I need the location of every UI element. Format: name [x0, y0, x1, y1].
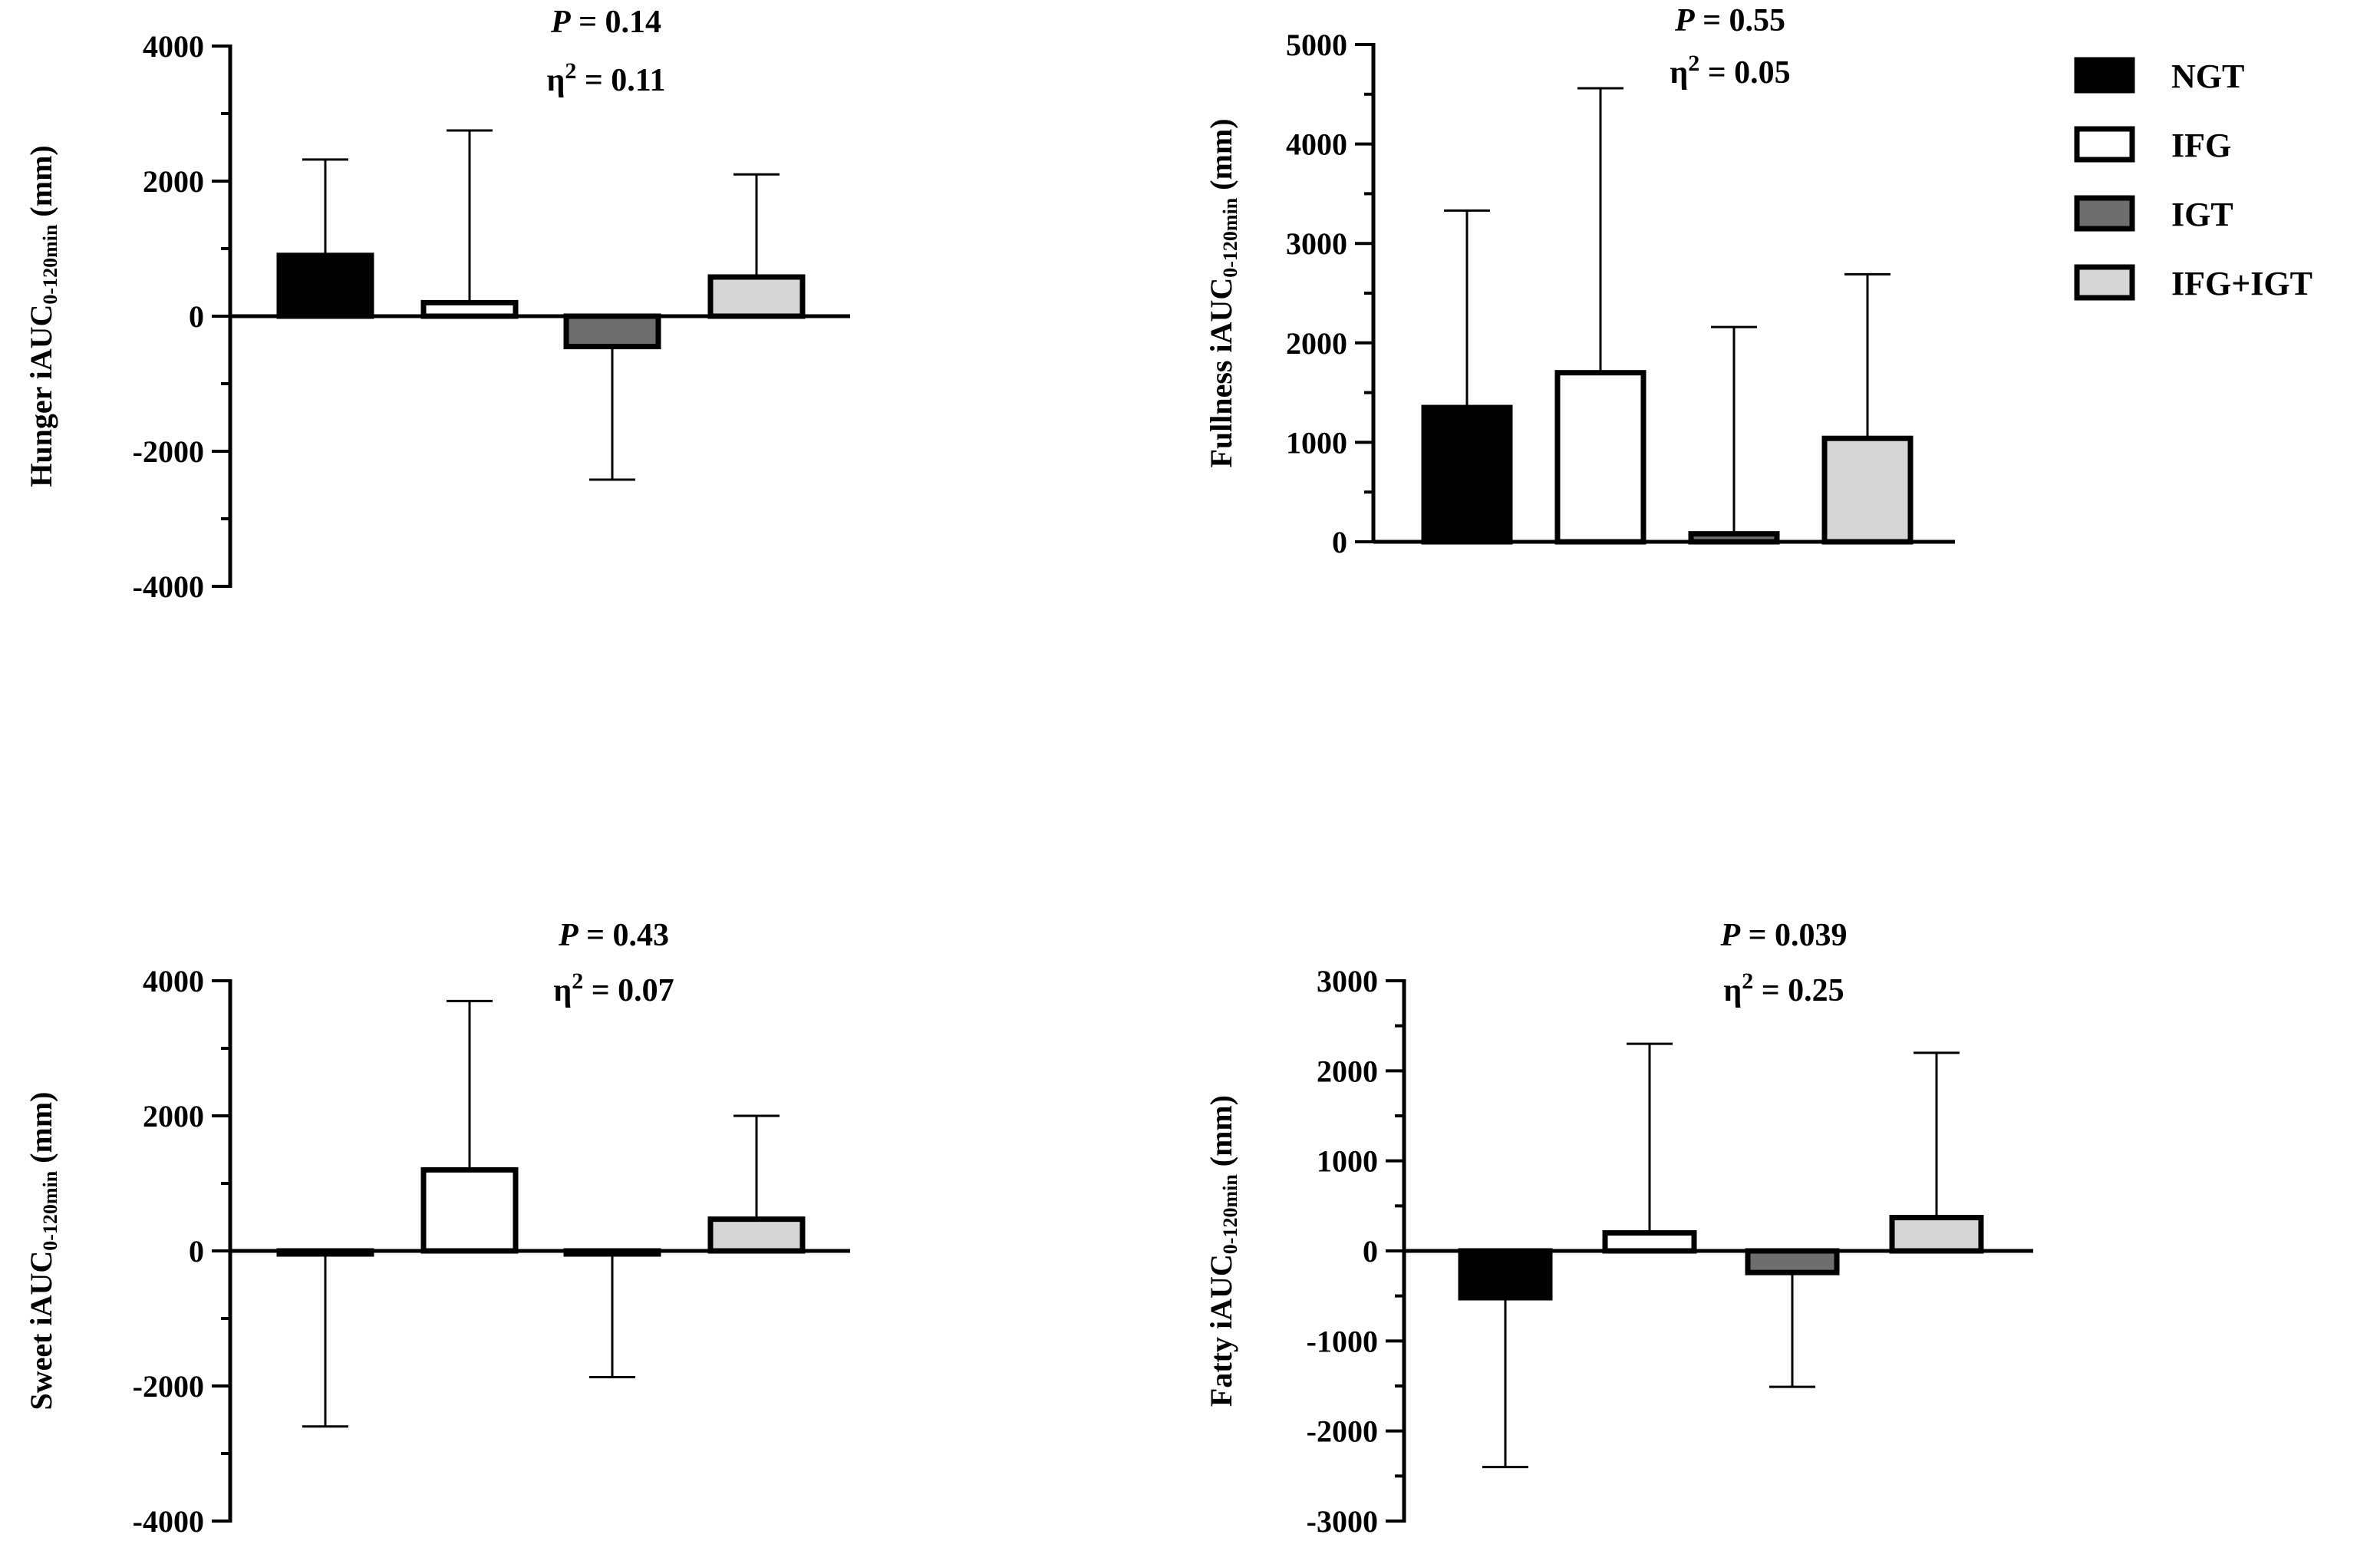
chart-panel-hunger: 4000 2000 0 -2000 -4000 Hunger iAUC0-120min (…: [24, 5, 850, 604]
eta-value: = 0.25: [1753, 973, 1844, 1008]
eta-squared-annotation: η2 = 0.25: [1723, 968, 1844, 1008]
bar-igt: [1745, 1248, 1840, 1275]
y-tick-label: 1000: [1286, 425, 1347, 460]
y-axis-label: Sweet iAUC0-120min (mm): [24, 1091, 61, 1410]
y-axis-label: Fullness iAUC0-120min (mm): [1204, 118, 1241, 467]
y-axis-label: Hunger iAUC0-120min (mm): [24, 145, 61, 487]
y-tick-label: 5000: [1286, 28, 1347, 62]
y-tick-label: -4000: [133, 569, 204, 604]
y-tick-label: 4000: [143, 29, 204, 64]
y-tick-label: -2000: [133, 434, 204, 469]
legend: NGT IFG IGT IFG+IGT: [2074, 57, 2312, 302]
y-tick-label: -2000: [1307, 1414, 1378, 1449]
bar-ngt: [1421, 404, 1513, 545]
y-axis-label-subscript: 0-120min: [39, 1170, 61, 1251]
p-value-annotation: P = 0.43: [558, 918, 669, 953]
p-value-annotation: P = 0.14: [550, 5, 661, 40]
y-tick-label: 2000: [1317, 1054, 1378, 1088]
p-symbol: P: [1719, 918, 1740, 953]
bar-ifg: [1554, 370, 1647, 545]
y-axis-label-main: Hunger iAUC: [24, 305, 58, 487]
eta-superscript: 2: [1688, 51, 1699, 76]
eta-value: = 0.05: [1699, 55, 1790, 91]
y-tick-label: 4000: [1286, 127, 1347, 162]
eta-superscript: 2: [1742, 968, 1753, 994]
bar-ngt: [276, 252, 374, 319]
bar-ifg-igt: [1889, 1215, 1984, 1254]
p-value: = 0.55: [1695, 3, 1785, 38]
eta-symbol: η: [553, 973, 572, 1008]
y-axis-label-subscript: 0-120min: [1219, 1174, 1241, 1255]
chart-panel-fullness: 5000 4000 3000 2000 1000 0 Fullness iAUC0-120m…: [1204, 3, 1955, 559]
y-axis-label-unit: (mm): [24, 1091, 58, 1170]
legend-swatch: [2074, 264, 2135, 301]
bar-ifg: [1602, 1230, 1697, 1254]
y-tick-label: -2000: [133, 1369, 204, 1404]
y-axis-label-subscript: 0-120min: [1219, 197, 1241, 278]
y-tick-label: 0: [189, 299, 204, 334]
eta-squared-annotation: η2 = 0.05: [1670, 51, 1790, 91]
y-axis-label-main: Fullness iAUC: [1204, 278, 1238, 468]
legend-label: IFG: [2171, 127, 2231, 164]
legend-label: IFG+IGT: [2171, 265, 2312, 302]
bar-ifg-igt: [707, 274, 806, 319]
y-tick-label: 2000: [143, 164, 204, 199]
legend-swatch: [2074, 195, 2135, 232]
bar-ifg-igt: [1821, 435, 1914, 545]
y-axis-label-unit: (mm): [1204, 118, 1238, 197]
eta-squared-annotation: η2 = 0.11: [547, 58, 666, 98]
p-value-annotation: P = 0.55: [1674, 3, 1785, 38]
bar-ifg: [420, 299, 519, 319]
eta-superscript: 2: [565, 58, 576, 84]
y-axis-label-unit: (mm): [1204, 1095, 1238, 1174]
y-axis-label: Fatty iAUC0-120min (mm): [1204, 1095, 1241, 1407]
eta-symbol: η: [1670, 55, 1688, 91]
legend-swatch: [2074, 126, 2135, 163]
y-tick-label: 2000: [143, 1099, 204, 1133]
y-tick-label: 0: [1332, 525, 1347, 559]
y-tick-label: 3000: [1286, 226, 1347, 261]
eta-symbol: η: [547, 63, 565, 98]
chart-panel-sweet: 4000 2000 0 -2000 -4000 Sweet iAUC0-120min (m…: [24, 918, 850, 1539]
y-tick-label: -3000: [1307, 1504, 1378, 1539]
p-symbol: P: [550, 5, 571, 40]
eta-squared-annotation: η2 = 0.07: [553, 968, 674, 1008]
y-axis-label-main: Fatty iAUC: [1204, 1254, 1238, 1407]
y-tick-label: -1000: [1307, 1324, 1378, 1358]
p-value: = 0.039: [1740, 918, 1847, 953]
bar-ifg-igt: [707, 1216, 806, 1254]
y-axis-label-main: Sweet iAUC: [24, 1251, 58, 1411]
bar-igt: [563, 313, 661, 350]
y-tick-label: 1000: [1317, 1144, 1378, 1179]
eta-superscript: 2: [572, 968, 583, 994]
legend-swatch: [2074, 57, 2135, 94]
p-value-annotation: P = 0.039: [1719, 918, 1847, 953]
bar-ngt: [1458, 1248, 1553, 1301]
y-tick-label: 0: [189, 1234, 204, 1269]
eta-symbol: η: [1723, 973, 1742, 1008]
eta-value: = 0.11: [576, 63, 665, 98]
y-tick-label: 4000: [143, 964, 204, 998]
legend-label: NGT: [2171, 58, 2244, 95]
p-symbol: P: [558, 918, 579, 953]
bar-ifg: [420, 1166, 519, 1254]
y-tick-label: 0: [1363, 1234, 1378, 1269]
y-tick-label: -4000: [133, 1504, 204, 1539]
p-value: = 0.43: [579, 918, 669, 953]
y-tick-label: 3000: [1317, 964, 1378, 998]
p-symbol: P: [1674, 3, 1695, 38]
y-axis-label-unit: (mm): [24, 145, 58, 224]
legend-label: IGT: [2171, 196, 2233, 233]
chart-panel-fatty: 3000 2000 1000 0 -1000 -2000 -3000 Fatty iAUC0-…: [1204, 918, 2033, 1539]
eta-value: = 0.07: [583, 973, 674, 1008]
y-tick-label: 2000: [1286, 326, 1347, 361]
y-axis-label-subscript: 0-120min: [39, 224, 61, 305]
p-value: = 0.14: [571, 5, 661, 40]
